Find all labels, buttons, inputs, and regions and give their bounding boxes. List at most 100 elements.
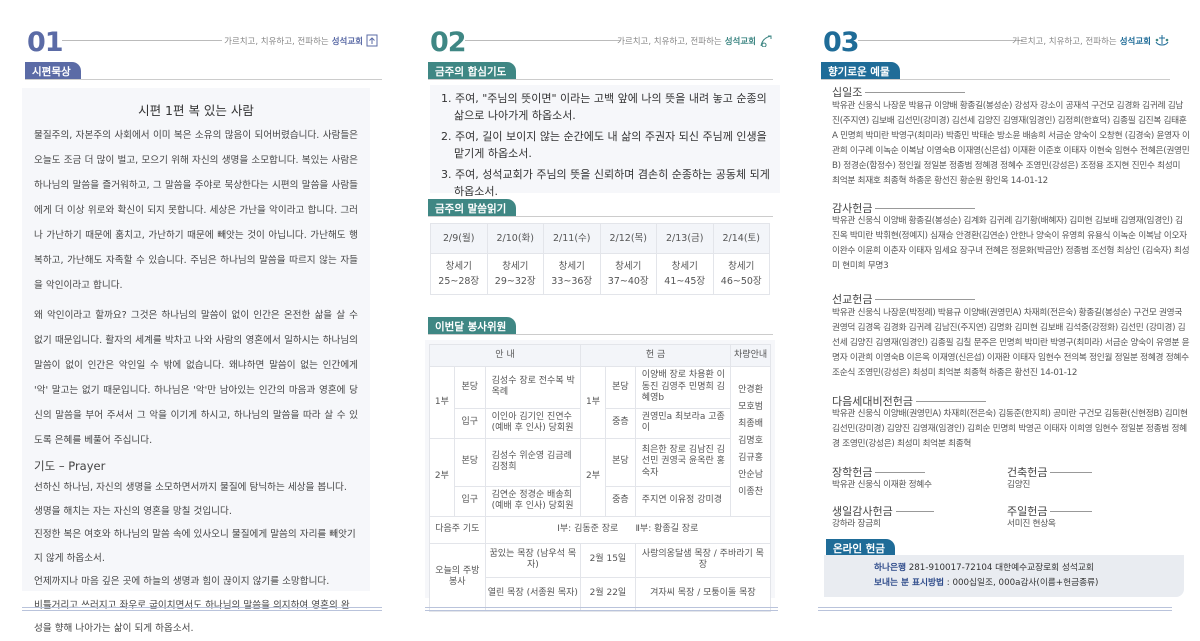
prayer-line: 생명을 해치는 자는 자신의 영혼을 망칠 것입니다. <box>34 505 232 517</box>
title-rule <box>875 207 976 209</box>
offering-names: 이양배 장로 차용환 이동진 김영주 민명희 김혜영b <box>634 366 732 409</box>
location-label: 본당 <box>604 366 636 409</box>
prayer-item: 1. 주여, "주님의 뜻이면" 이라는 고백 앞에 나의 뜻을 내려 놓고 순… <box>441 92 767 122</box>
sunday-names: 서미진 현상옥 <box>1007 519 1056 529</box>
kitchen-date: 2월 22일 <box>580 576 636 612</box>
kitchen-groups: 겨자씨 목장 / 모퉁이돌 목장 <box>634 576 772 612</box>
prayer-heading: 기도 – Prayer <box>34 459 106 473</box>
mission-title: 선교헌금 <box>832 291 976 307</box>
nextgen-title: 다음세대비전헌금 <box>832 393 986 409</box>
reading-book: 창세기 <box>671 261 698 272</box>
kitchen-label: 오늘의 주방봉사 <box>429 542 486 612</box>
meditation-title: 시편 1편 복 있는 사람 <box>138 103 254 118</box>
reading-cell: 창세기 33~36장 <box>543 253 601 295</box>
reading-day: 2/11(수) <box>543 223 601 254</box>
prayer-line: 진정한 복은 여호와 하나님의 말씀 속에 있사오니 물질에게 말씀의 자리를 … <box>34 529 356 564</box>
reading-day: 2/13(금) <box>656 223 714 254</box>
divider <box>25 79 382 80</box>
divider <box>821 79 1170 80</box>
prayer-line: 언제까지나 마음 깊은 곳에 하늘의 생명과 힘이 끊이지 않기를 소망합니다. <box>34 576 330 587</box>
reading-table: 2/9(월) 2/10(화) 2/11(수) 2/12(목) 2/13(금) 2… <box>430 223 770 295</box>
reading-chapters: 37~40장 <box>607 276 649 287</box>
prayer-line: 선하신 하나님, 자신의 생명을 소모하면서까지 물질에 탐닉하는 세상을 봅니… <box>34 482 347 493</box>
service-label: 2부 <box>580 437 606 517</box>
page-prayer-reading: 02 가르치고, 치유하고, 전파하는 성석교회 금주의 합심기도 1. 주여, … <box>425 0 803 641</box>
guide-names: 김연순 정경순 배송희 (예배 후 인사) 당회원 <box>484 485 582 517</box>
reading-chapters: 46~50장 <box>720 276 762 287</box>
offering-names: 최은한 장로 김남진 김선민 권영국 윤옥란 홍숙자 <box>634 437 732 487</box>
reading-book: 창세기 <box>615 261 642 272</box>
reading-cell: 창세기 46~50장 <box>712 253 770 295</box>
service-label: 1부 <box>580 366 606 439</box>
volunteer-box: 안 내 헌 금 차량안내 1부 본당 김성수 장로 전수복 박옥례 1부 본당 … <box>425 340 775 612</box>
section-label: 감사헌금 <box>832 202 873 215</box>
service-label: 2부 <box>429 437 455 517</box>
header-motto: 가르치고, 치유하고, 전파하는 성석교회 <box>224 34 378 47</box>
volunteer-table: 안 내 헌 금 차량안내 1부 본당 김성수 장로 전수복 박옥례 1부 본당 … <box>428 344 772 612</box>
location-label: 중층 <box>604 485 636 517</box>
tithe-names: 박유관 신웅식 나장운 박용규 이양배 황종길(봉성순) 강성자 강소이 공재석… <box>832 101 1190 186</box>
section-label: 선교헌금 <box>832 293 873 306</box>
church-name: 성석교회 <box>331 36 363 47</box>
mission-names: 박유관 신웅식 나장운(박정례) 박용규 이양배(권영민A) 차재희(전은숙) … <box>832 308 1190 378</box>
reading-day: 2/9(월) <box>430 223 488 254</box>
building-title: 건축헌금 <box>1007 464 1093 480</box>
section-label: 십일조 <box>832 86 863 99</box>
reading-day: 2/12(목) <box>599 223 657 254</box>
guide-names: 김성수 위순영 김금례 김정희 <box>484 437 582 487</box>
page-psalm-meditation: 01 가르치고, 치유하고, 전파하는 성석교회 시편묵상 시편 1편 복 있는 … <box>22 0 392 641</box>
reading-book: 창세기 <box>728 261 755 272</box>
footer-rule <box>818 607 1172 611</box>
car-header: 차량안내 <box>730 344 771 367</box>
prayer-item: 3. 주여, 성석교회가 주님의 뜻을 신뢰하며 겸손히 순종하는 공동체 되게… <box>441 168 770 198</box>
kitchen-group: 꿈있는 목장 (남우석 목자) <box>484 542 582 578</box>
offering-lists: 십일조 박유관 신웅식 나장운 박용규 이양배 황종길(봉성순) 강성자 강소이… <box>832 0 1192 600</box>
birthday-names: 강하라 장금희 <box>832 519 881 529</box>
offering-names: 주지연 이유정 강미경 <box>634 485 732 517</box>
joint-prayer-box: 1. 주여, "주님의 뜻이면" 이라는 고백 앞에 나의 뜻을 내려 놓고 순… <box>430 85 780 198</box>
reading-day: 2/10(화) <box>486 223 544 254</box>
page-number: 02 <box>430 27 467 58</box>
sunday-title: 주일헌금 <box>1007 503 1093 519</box>
reading-chapters: 33~36장 <box>551 276 593 287</box>
section-label: 건축헌금 <box>1007 466 1048 479</box>
reading-book: 창세기 <box>558 261 585 272</box>
divider <box>428 79 773 80</box>
reading-cell: 창세기 37~40장 <box>599 253 657 295</box>
account-number: 281-910017-72104 대한예수교장로회 성석교회 <box>908 563 1094 573</box>
kitchen-group: 열린 목장 (서종원 목자) <box>484 576 582 612</box>
section-tab: 금주의 말씀읽기 <box>428 199 517 216</box>
location-label: 중층 <box>604 407 636 439</box>
header-rule <box>858 40 1023 41</box>
title-rule <box>1050 471 1093 473</box>
nextgen-names: 박유관 신웅식 이양배(권영민A) 차재희(전은숙) 김동준(한지희) 공미란 … <box>832 409 1188 449</box>
reading-day: 2/14(토) <box>712 223 770 254</box>
section-tab: 시편묵상 <box>25 62 81 79</box>
birthday-title: 생일감사헌금 <box>832 503 934 519</box>
title-rule <box>875 471 926 473</box>
location-label: 본당 <box>453 437 486 487</box>
bank-name: 하나은행 <box>874 563 906 573</box>
meditation-box: 시편 1편 복 있는 사람 물질주의, 자본주의 사회에서 이미 복은 소유의 … <box>22 88 370 634</box>
location-label: 본당 <box>604 437 636 487</box>
reading-cell: 창세기 29~32장 <box>486 253 544 295</box>
scholarship-names: 박유관 신웅식 이재환 정혜수 <box>832 480 932 490</box>
section-label: 다음세대비전헌금 <box>832 395 913 408</box>
online-offering-box: 하나은행 281-910017-72104 대한예수교장로회 성석교회 보내는 … <box>824 555 1184 597</box>
page-number: 01 <box>27 27 64 58</box>
title-rule <box>915 400 986 402</box>
kitchen-date: 2월 15일 <box>580 542 636 578</box>
thanks-title: 감사헌금 <box>832 200 976 216</box>
motto-text: 가르치고, 치유하고, 전파하는 <box>617 36 722 47</box>
meditation-paragraph: 물질주의, 자본주의 사회에서 이미 복은 소유의 많음이 되어버렸습니다. 사… <box>34 130 358 291</box>
offering-names: 권영민a 최보라a 고종이 <box>634 407 732 439</box>
section-tab: 향기로운 예물 <box>821 62 900 79</box>
motto-text: 가르치고, 치유하고, 전파하는 <box>224 36 329 47</box>
section-tab: 이번달 봉사위원 <box>428 317 517 334</box>
motto-text: 가르치고, 치유하고, 전파하는 <box>1012 36 1117 47</box>
reading-cell: 창세기 25~28장 <box>430 253 488 295</box>
title-rule <box>1050 510 1093 512</box>
building-names: 김양진 <box>1007 480 1031 490</box>
page-number: 03 <box>823 27 860 58</box>
reading-chapters: 25~28장 <box>438 276 480 287</box>
